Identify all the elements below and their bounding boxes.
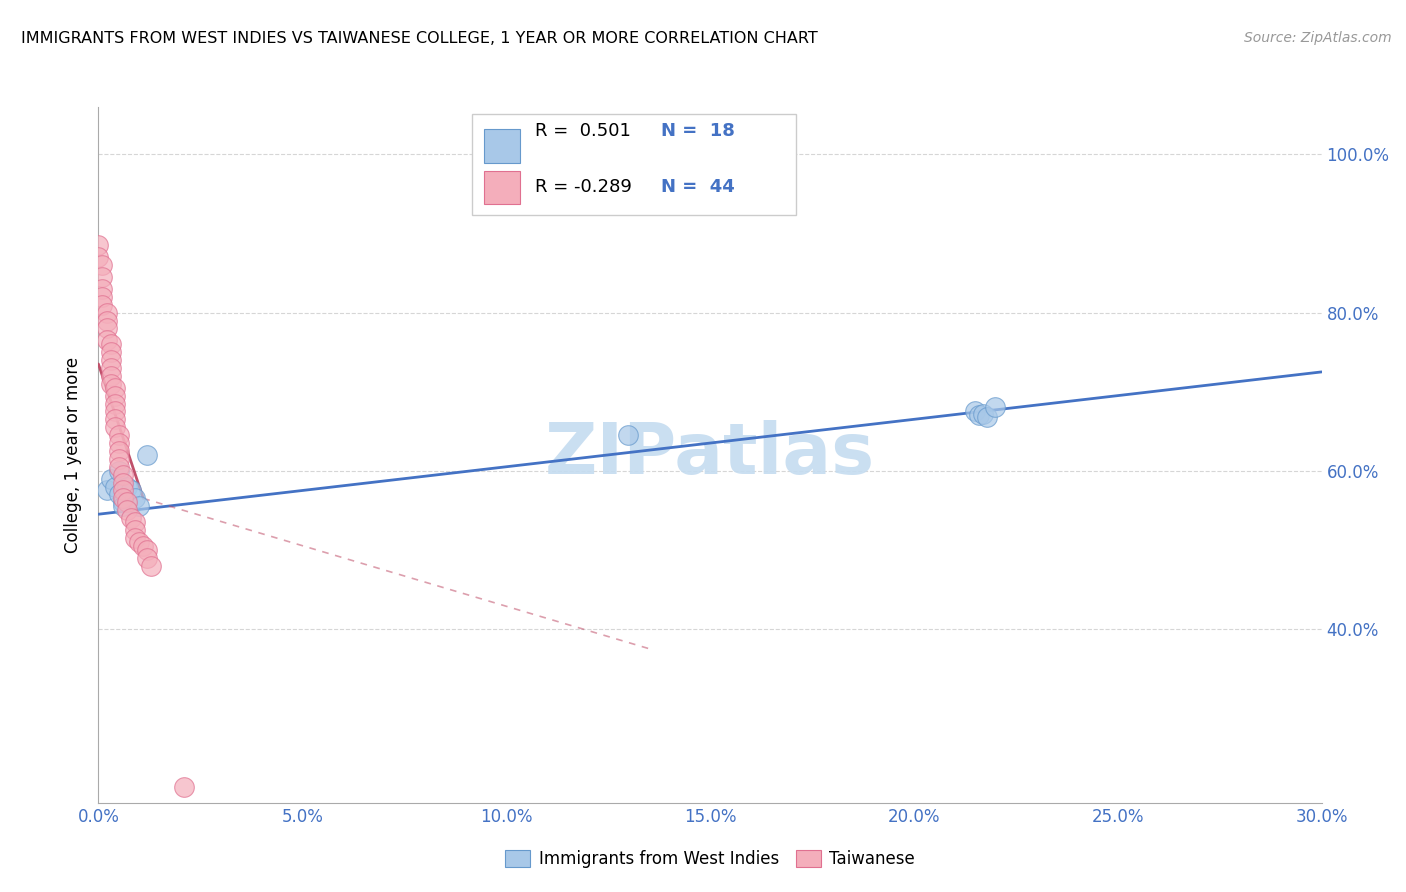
Point — [136, 542, 159, 557]
Point — [100, 361, 122, 376]
Point — [104, 381, 127, 395]
Point — [120, 483, 142, 498]
Point — [104, 479, 127, 493]
Point — [108, 444, 131, 458]
Point — [124, 491, 146, 506]
Point — [96, 483, 118, 498]
Point — [124, 531, 146, 545]
Point — [87, 238, 110, 252]
Point — [108, 464, 131, 478]
Point — [967, 409, 990, 423]
Point — [100, 472, 122, 486]
Point — [128, 534, 150, 549]
Point — [91, 290, 114, 304]
Text: IMMIGRANTS FROM WEST INDIES VS TAIWANESE COLLEGE, 1 YEAR OR MORE CORRELATION CHA: IMMIGRANTS FROM WEST INDIES VS TAIWANESE… — [21, 31, 818, 46]
Point — [100, 368, 122, 383]
Point — [100, 345, 122, 359]
Point — [100, 376, 122, 391]
Point — [111, 475, 134, 490]
Point — [100, 353, 122, 368]
Point — [115, 479, 138, 493]
Point — [96, 333, 118, 347]
Point — [111, 483, 134, 498]
Text: R =  0.501: R = 0.501 — [536, 122, 631, 140]
Point — [108, 451, 131, 466]
Point — [96, 305, 118, 319]
Point — [111, 500, 134, 514]
Point — [91, 282, 114, 296]
Y-axis label: College, 1 year or more: College, 1 year or more — [65, 357, 83, 553]
Text: N =  44: N = 44 — [661, 178, 735, 196]
Point — [115, 503, 138, 517]
Point — [115, 495, 138, 509]
Point — [124, 523, 146, 537]
Text: N =  18: N = 18 — [661, 122, 735, 140]
Point — [104, 396, 127, 410]
Point — [111, 467, 134, 482]
Point — [111, 491, 134, 506]
Point — [136, 550, 159, 565]
FancyBboxPatch shape — [484, 129, 520, 162]
Point — [124, 515, 146, 529]
Point — [104, 404, 127, 418]
Point — [108, 487, 131, 501]
Point — [91, 298, 114, 312]
Text: ZIPatlas: ZIPatlas — [546, 420, 875, 490]
Point — [91, 258, 114, 272]
Legend: Immigrants from West Indies, Taiwanese: Immigrants from West Indies, Taiwanese — [499, 843, 921, 874]
Point — [96, 313, 118, 327]
Point — [108, 436, 131, 450]
Point — [128, 500, 150, 514]
Point — [972, 407, 994, 421]
Point — [173, 780, 195, 794]
Text: Source: ZipAtlas.com: Source: ZipAtlas.com — [1244, 31, 1392, 45]
Point — [104, 412, 127, 426]
Point — [100, 337, 122, 351]
Point — [132, 539, 155, 553]
Point — [136, 448, 159, 462]
Point — [104, 389, 127, 403]
Point — [108, 459, 131, 474]
Point — [965, 404, 987, 418]
Point — [984, 401, 1007, 415]
Point — [96, 321, 118, 335]
Point — [120, 511, 142, 525]
Point — [976, 409, 998, 424]
FancyBboxPatch shape — [471, 114, 796, 215]
Point — [87, 250, 110, 264]
Point — [108, 428, 131, 442]
FancyBboxPatch shape — [484, 171, 520, 204]
Point — [91, 270, 114, 285]
Point — [617, 428, 640, 442]
Point — [111, 495, 134, 509]
Text: R = -0.289: R = -0.289 — [536, 178, 631, 196]
Point — [104, 420, 127, 434]
Point — [141, 558, 163, 573]
